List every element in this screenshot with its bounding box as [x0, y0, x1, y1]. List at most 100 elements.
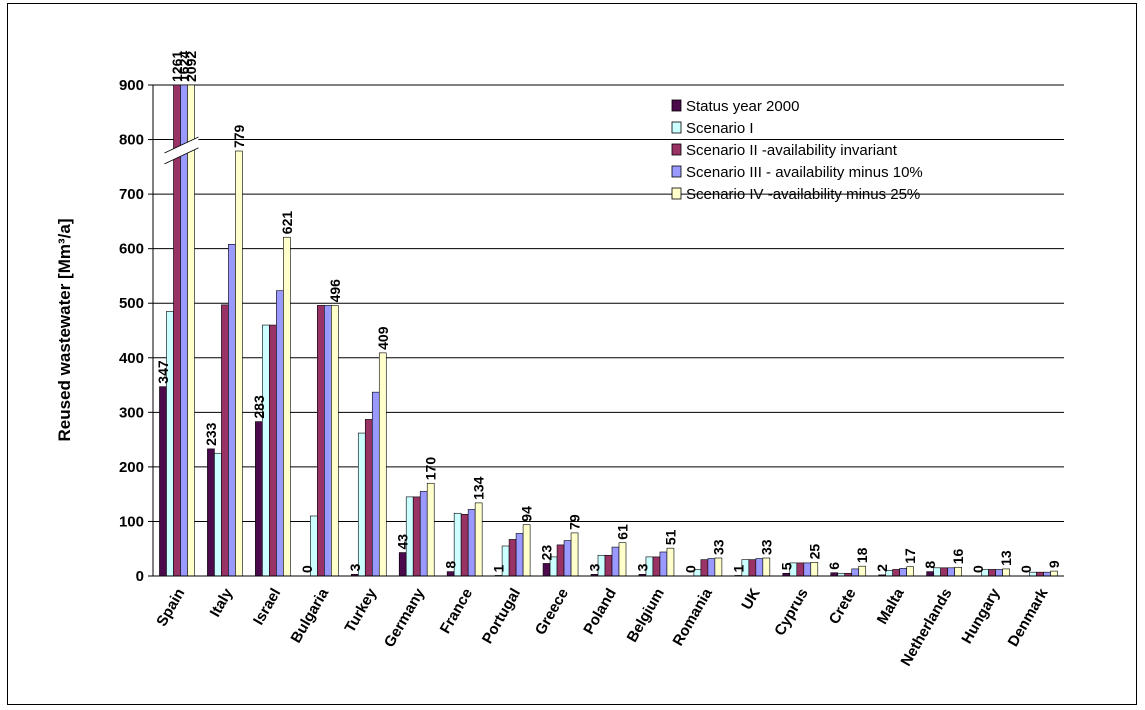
y-axis-title: Reused wastewater [Mm³/a]: [55, 219, 74, 442]
legend-swatch: [671, 187, 682, 200]
data-label: 18: [854, 547, 870, 563]
legend: Status year 2000 Scenario I Scenario II -a…: [671, 98, 923, 203]
legend-swatch: [671, 165, 682, 178]
x-tick-label: Israel: [250, 586, 284, 628]
bar: [228, 244, 236, 577]
bar: [652, 556, 661, 577]
data-labels: 3471261162420922337792836210496340943170…: [155, 51, 1062, 573]
bar: [803, 562, 812, 577]
x-tick-label: Denmark: [1005, 585, 1052, 650]
bar: [659, 551, 668, 577]
data-label: 0: [970, 565, 986, 573]
data-label: 23: [539, 545, 555, 561]
x-tick-label: Italy: [207, 585, 237, 620]
bar: [618, 542, 627, 577]
data-label: 3: [347, 563, 363, 571]
data-label: 2092: [183, 51, 199, 82]
bar: [515, 533, 524, 577]
x-tick-label: Bulgaria: [288, 585, 333, 646]
data-label: 6: [826, 562, 842, 570]
bar: [563, 540, 572, 577]
data-label: 409: [375, 326, 391, 350]
data-label: 779: [231, 124, 247, 148]
y-tick-label: 900: [119, 77, 144, 94]
data-label: 25: [806, 544, 822, 560]
data-label: 3: [634, 563, 650, 571]
y-tick-label: 700: [119, 186, 144, 203]
x-tick-label: Spain: [153, 586, 188, 630]
y-tick-label: 500: [119, 295, 144, 312]
x-tick-label: Crete: [826, 586, 860, 628]
bar: [378, 352, 387, 577]
bar: [398, 552, 407, 577]
data-label: 8: [443, 561, 459, 569]
bar: [446, 571, 455, 577]
bar: [611, 546, 620, 577]
bar: [419, 491, 428, 577]
bar: [474, 502, 483, 577]
bar: [255, 421, 263, 577]
data-label: 0: [1018, 565, 1034, 573]
bar: [1043, 571, 1051, 577]
x-tick-label: Hungary: [958, 585, 1003, 647]
bar: [940, 567, 948, 577]
y-tick-label: 300: [119, 404, 144, 421]
bar: [357, 432, 366, 577]
data-label: 3: [587, 563, 603, 571]
bar: [269, 324, 277, 577]
bar: [947, 567, 955, 577]
bar: [1002, 568, 1010, 577]
data-label: 1261: [169, 51, 185, 82]
data-label: 233: [203, 422, 219, 446]
data-label: 347: [155, 360, 171, 384]
data-label: 33: [710, 539, 726, 555]
data-label: 61: [615, 524, 631, 540]
legend-label: Scenario IV -availability minus 25%: [686, 186, 920, 203]
legend-label: Scenario III - availability minus 10%: [686, 164, 923, 181]
x-tick-label: UK: [738, 585, 764, 612]
bar: [604, 554, 613, 577]
x-tick-label: Cyprus: [771, 586, 812, 639]
data-label: 496: [327, 279, 343, 303]
bar: [207, 448, 215, 577]
bar: [748, 559, 757, 577]
bar: [317, 305, 325, 577]
x-tick-label: Malta: [874, 585, 908, 627]
gridlines: [153, 84, 1064, 522]
legend-swatch: [671, 99, 682, 112]
data-label: 8: [922, 561, 938, 569]
data-label: 33: [758, 539, 774, 555]
bar: [666, 547, 675, 577]
bar: [700, 559, 709, 577]
data-label: 94: [519, 506, 535, 522]
bar: [926, 571, 934, 577]
data-label: 621: [279, 211, 295, 235]
bar: [214, 452, 222, 577]
data-label: 13: [998, 550, 1014, 566]
bar: [331, 305, 339, 577]
x-tick-label: Greece: [532, 586, 572, 639]
bar: [1050, 570, 1058, 577]
y-tick-label: 600: [119, 241, 144, 258]
bar: [810, 562, 819, 577]
data-label: 51: [662, 529, 678, 545]
bar: [180, 84, 188, 577]
bar: [755, 558, 764, 577]
y-tick-label: 200: [119, 459, 144, 476]
data-label: 43: [395, 534, 411, 550]
bar: [796, 562, 805, 577]
data-label: 17: [902, 548, 918, 564]
x-tick-label: Germany: [381, 585, 429, 650]
bar: [899, 568, 907, 577]
x-tick-label: Turkey: [341, 585, 380, 636]
data-label: 5: [778, 562, 794, 570]
bar: [1036, 571, 1044, 577]
bar: [707, 558, 716, 577]
bar: [995, 569, 1003, 577]
bar: [570, 532, 579, 577]
bar: [460, 514, 469, 577]
data-label: 283: [251, 395, 267, 419]
x-tick-label: Netherlands: [898, 586, 956, 670]
x-tick-label: France: [437, 586, 476, 637]
